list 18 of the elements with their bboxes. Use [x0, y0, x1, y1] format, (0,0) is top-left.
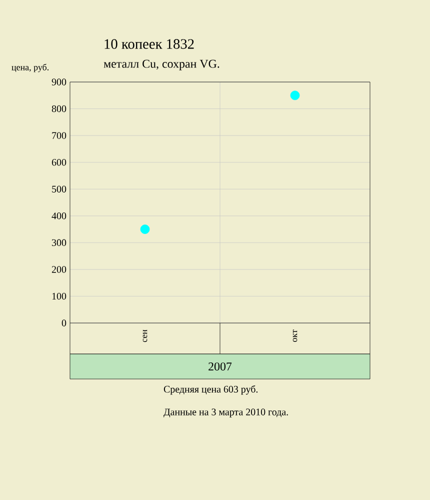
chart-title: 10 копеек 1832 [104, 39, 194, 49]
text: Данные на 3 марта 2010 года. [164, 408, 288, 418]
y-tick-label: 800 [52, 105, 66, 112]
x-axis-title: 2007 [208, 362, 232, 371]
chart-subtitle: металл Cu, сохран VG. [104, 60, 220, 70]
y-tick-label: 300 [52, 239, 66, 246]
y-tick-label: 600 [52, 158, 66, 166]
text: Средняя цена 603 руб. [164, 385, 258, 395]
y-tick-label: 500 [52, 186, 66, 192]
y-axis-title: цена, руб. [12, 64, 49, 72]
y-tick-label: 0 [62, 320, 66, 326]
x-tick-label: сен [142, 330, 148, 342]
x-tick-label: окт [292, 330, 298, 342]
y-tick-label: 200 [52, 266, 66, 273]
y-tick-label: 700 [52, 132, 66, 139]
y-tick-label: 900 [52, 78, 66, 86]
y-tick-label: 100 [52, 292, 66, 300]
y-tick-label: 400 [52, 212, 66, 220]
